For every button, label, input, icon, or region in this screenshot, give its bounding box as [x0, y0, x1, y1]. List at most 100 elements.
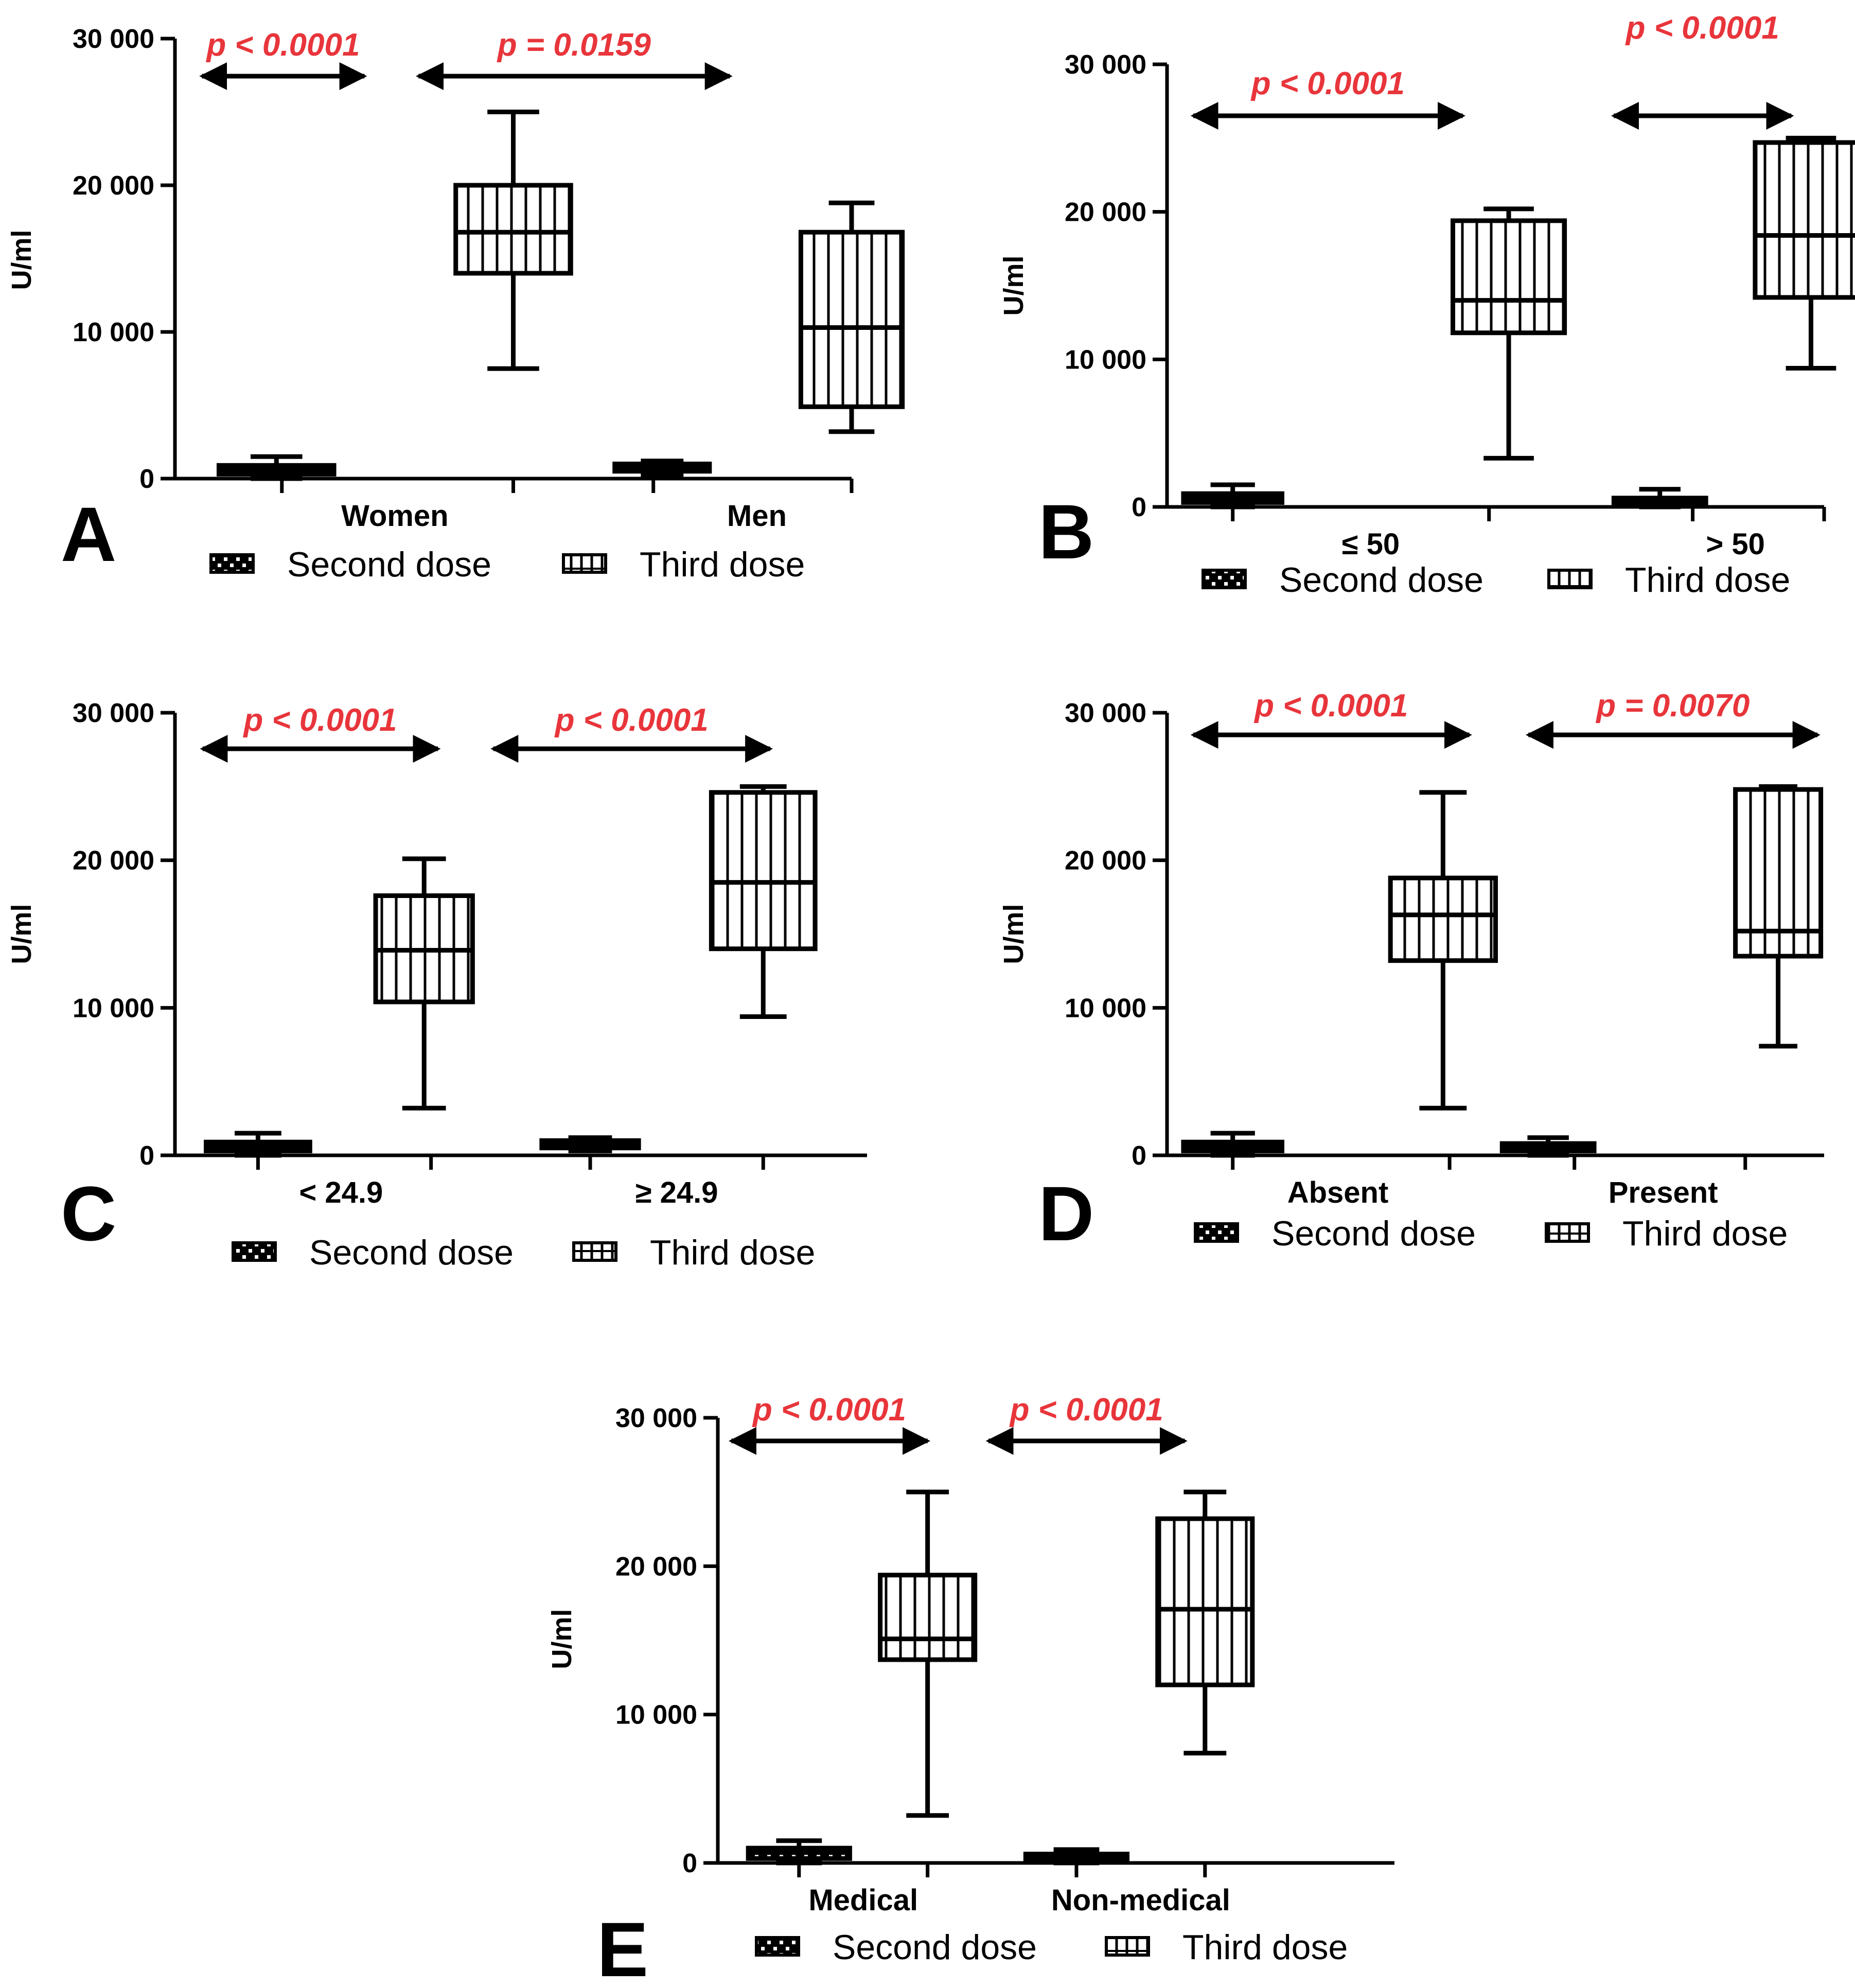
- legend-label-second-dose: Second dose: [1279, 560, 1483, 600]
- y-tick-label: 20 000: [1065, 846, 1146, 876]
- panel-letter: C: [61, 1170, 116, 1257]
- y-tick-label: 0: [1132, 492, 1146, 522]
- p-value-label: p < 0.0001: [205, 27, 360, 63]
- y-tick-label: 10 000: [73, 318, 154, 347]
- legend-swatch-third-dose: [1545, 1222, 1590, 1243]
- category-label: Present: [1609, 1176, 1718, 1209]
- y-tick-label: 20 000: [615, 1552, 697, 1581]
- box-third-dose-non-medical: [1155, 1489, 1255, 1756]
- p-value-label: p < 0.0001: [554, 702, 709, 738]
- y-tick-label: 30 000: [1065, 50, 1146, 80]
- box-second-dose-medical: [746, 1838, 852, 1866]
- category-label: Medical: [808, 1884, 918, 1917]
- p-value-label: p = 0.0070: [1595, 688, 1750, 724]
- y-tick-label: 10 000: [73, 993, 154, 1023]
- y-tick-label: 20 000: [73, 171, 154, 201]
- box-second-dose-women: [216, 454, 337, 481]
- box-iqr: [1753, 140, 1855, 300]
- y-tick-label: 10 000: [1065, 345, 1146, 375]
- y-tick-label: 30 000: [615, 1403, 697, 1433]
- legend-label-second-dose: Second dose: [1271, 1214, 1476, 1253]
- panel-letter: A: [61, 491, 116, 577]
- y-axis-label: U/ml: [998, 255, 1029, 315]
- p-value-label: p < 0.0001: [242, 702, 397, 738]
- category-label: Absent: [1287, 1176, 1389, 1209]
- category-label: < 24.9: [299, 1176, 383, 1209]
- category-label: ≥ 24.9: [635, 1176, 718, 1209]
- legend-swatch-third-dose: [1105, 1936, 1150, 1957]
- legend-label-third-dose: Third dose: [1625, 560, 1790, 600]
- box-third-dose--50: [1753, 135, 1855, 371]
- y-axis-label: U/ml: [6, 904, 37, 964]
- legend: Second dose Third dose: [232, 1233, 815, 1272]
- box-iqr: [1155, 1516, 1255, 1687]
- legend-label-third-dose: Third dose: [1622, 1214, 1788, 1253]
- box-third-dose-medical: [878, 1489, 978, 1818]
- box-iqr: [709, 790, 818, 952]
- box-second-dose--24-9: [204, 1131, 312, 1158]
- y-tick-label: 20 000: [1065, 198, 1146, 227]
- legend: Second dose Third dose: [755, 1928, 1348, 1967]
- y-tick-label: 0: [1132, 1141, 1146, 1171]
- p-value-label: p < 0.0001: [1250, 66, 1405, 101]
- legend-swatch-second-dose: [232, 1241, 277, 1262]
- box-iqr: [1388, 875, 1498, 963]
- box-third-dose-absent: [1388, 790, 1498, 1111]
- y-tick-label: 0: [682, 1849, 697, 1878]
- y-axis-label: U/ml: [6, 230, 37, 290]
- box-second-dose--24-9: [539, 1135, 641, 1153]
- category-label: Men: [727, 499, 787, 533]
- p-value-label: p < 0.0001: [1625, 10, 1779, 46]
- box-third-dose--24-9: [709, 784, 818, 1019]
- panel-letter: E: [597, 1906, 648, 1988]
- panel-letter: B: [1038, 488, 1094, 575]
- y-axis-label: U/ml: [546, 1609, 577, 1669]
- box-iqr: [453, 183, 573, 276]
- legend-label-second-dose: Second dose: [309, 1233, 514, 1272]
- legend: Second dose Third dose: [1202, 560, 1790, 600]
- y-tick-label: 0: [139, 1141, 154, 1171]
- box-second-dose-non-medical: [1023, 1847, 1130, 1866]
- box-third-dose-men: [798, 200, 905, 434]
- box-third-dose--50: [1450, 206, 1567, 461]
- legend-swatch-second-dose: [1202, 569, 1247, 589]
- box-second-dose-present: [1499, 1135, 1597, 1158]
- legend-swatch-second-dose: [209, 553, 255, 574]
- legend-swatch-third-dose: [572, 1241, 617, 1262]
- box-second-dose--50: [1181, 482, 1284, 509]
- legend: Second dose Third dose: [209, 545, 805, 584]
- legend-swatch-second-dose: [1194, 1222, 1239, 1243]
- y-tick-label: 0: [139, 464, 154, 494]
- panel-a: 0 10 000 20 000 30 000 U/ml Women Men p < 0.000…: [6, 24, 905, 584]
- panel-letter: D: [1038, 1170, 1094, 1257]
- panel-d: 0 10 000 20 000 30 000 U/ml Absent Present p < …: [998, 688, 1824, 1257]
- panel-c: 0 10 000 20 000 30 000 U/ml < 24.9 ≥ 24.9 p < 0…: [6, 698, 867, 1272]
- legend-label-second-dose: Second dose: [833, 1928, 1037, 1967]
- legend: Second dose Third dose: [1194, 1214, 1788, 1253]
- box-iqr: [798, 230, 905, 409]
- box-iqr: [878, 1573, 978, 1662]
- y-tick-label: 30 000: [1065, 698, 1146, 728]
- legend-label-second-dose: Second dose: [287, 545, 491, 584]
- box-iqr: [1450, 218, 1567, 336]
- box-third-dose-women: [453, 110, 573, 371]
- box-second-dose-men: [612, 459, 712, 478]
- y-tick-label: 10 000: [615, 1700, 697, 1730]
- p-value-label: p < 0.0001: [1009, 1392, 1163, 1428]
- box-third-dose--24-9: [373, 856, 475, 1111]
- box-second-dose-absent: [1181, 1131, 1284, 1158]
- panel-e: 0 10 000 20 000 30 000 U/ml Medical Non-medica…: [546, 1392, 1394, 1988]
- legend-swatch-second-dose: [755, 1936, 800, 1957]
- y-tick-label: 30 000: [73, 698, 154, 728]
- box-third-dose-present: [1733, 784, 1824, 1049]
- y-tick-label: 20 000: [73, 846, 154, 876]
- category-label: > 50: [1706, 527, 1765, 561]
- legend-swatch-third-dose: [562, 553, 607, 574]
- box-iqr: [1733, 787, 1824, 959]
- y-tick-label: 10 000: [1065, 993, 1146, 1023]
- box-second-dose--50: [1611, 487, 1708, 509]
- p-value-label: p < 0.0001: [1253, 688, 1408, 724]
- y-tick-label: 30 000: [73, 24, 154, 54]
- y-axis-label: U/ml: [998, 904, 1029, 964]
